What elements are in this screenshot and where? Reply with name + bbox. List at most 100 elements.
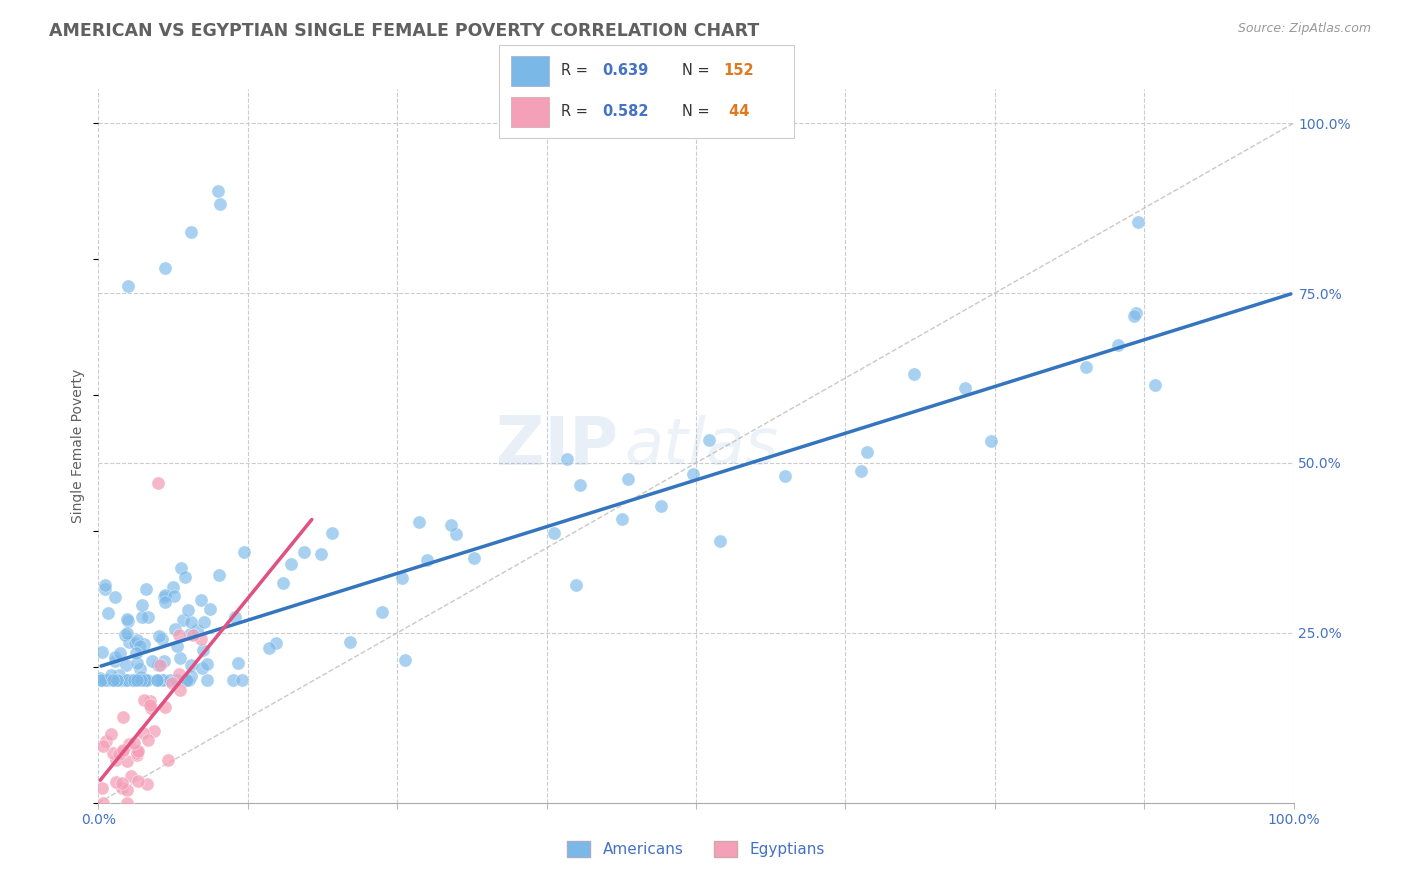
Point	[124, 736, 146, 750]
Point	[463, 551, 485, 566]
Point	[153, 588, 176, 602]
Point	[136, 610, 159, 624]
Point	[1126, 215, 1149, 229]
Point	[115, 673, 138, 688]
Point	[565, 578, 588, 592]
Point	[107, 747, 129, 761]
Point	[167, 628, 190, 642]
Point	[1122, 309, 1144, 323]
Point	[773, 469, 796, 483]
Text: 0.639: 0.639	[603, 62, 648, 78]
Point	[200, 602, 222, 616]
Point	[101, 746, 124, 760]
Point	[91, 673, 114, 688]
Point	[111, 780, 134, 795]
Text: 0.582: 0.582	[603, 104, 650, 119]
Point	[146, 673, 169, 688]
Text: ZIP: ZIP	[496, 413, 619, 479]
Point	[163, 589, 186, 603]
Point	[127, 747, 149, 762]
Point	[141, 654, 163, 668]
Point	[127, 744, 149, 758]
Point	[104, 655, 127, 669]
Point	[152, 673, 174, 688]
Point	[117, 615, 139, 629]
Point	[112, 742, 135, 756]
Point	[125, 656, 148, 670]
Point	[339, 635, 361, 649]
Point	[107, 673, 129, 688]
Point	[169, 651, 191, 665]
Point	[159, 673, 181, 688]
Text: N =: N =	[682, 104, 714, 119]
Point	[292, 545, 315, 559]
Point	[90, 673, 112, 688]
Point	[111, 673, 134, 688]
Point	[172, 613, 194, 627]
Point	[180, 658, 202, 673]
Point	[231, 673, 253, 688]
Point	[100, 667, 122, 681]
Point	[104, 775, 127, 789]
Point	[107, 673, 129, 688]
Point	[127, 747, 149, 761]
Point	[97, 673, 120, 688]
Point	[91, 739, 114, 754]
Point	[444, 526, 467, 541]
Point	[105, 673, 128, 688]
Point	[148, 629, 170, 643]
Point	[224, 610, 246, 624]
Point	[190, 632, 212, 646]
Point	[125, 646, 148, 660]
Point	[150, 673, 173, 688]
Point	[176, 673, 198, 688]
Point	[394, 653, 416, 667]
FancyBboxPatch shape	[499, 45, 794, 138]
Point	[101, 673, 124, 688]
Point	[135, 673, 157, 688]
Point	[169, 682, 191, 697]
Point	[115, 754, 138, 768]
Point	[135, 582, 157, 596]
Point	[543, 525, 565, 540]
Point	[953, 381, 976, 395]
Point	[90, 780, 112, 795]
Point	[162, 580, 184, 594]
Point	[90, 645, 112, 659]
Point	[131, 598, 153, 612]
Point	[1107, 338, 1129, 352]
Point	[153, 699, 176, 714]
Point	[127, 633, 149, 648]
Point	[104, 590, 127, 604]
Text: AMERICAN VS EGYPTIAN SINGLE FEMALE POVERTY CORRELATION CHART: AMERICAN VS EGYPTIAN SINGLE FEMALE POVER…	[49, 22, 759, 40]
Point	[131, 726, 153, 740]
Point	[115, 625, 138, 640]
Point	[114, 628, 136, 642]
Point	[264, 636, 287, 650]
Point	[309, 547, 332, 561]
Point	[157, 753, 180, 767]
Point	[138, 694, 160, 708]
Point	[980, 434, 1002, 449]
Point	[108, 668, 131, 682]
Text: 44: 44	[724, 104, 749, 119]
Point	[440, 518, 463, 533]
Point	[166, 639, 188, 653]
Point	[122, 673, 145, 688]
Point	[163, 622, 186, 636]
Point	[146, 673, 169, 688]
Point	[170, 561, 193, 575]
Point	[129, 639, 152, 653]
Point	[181, 628, 204, 642]
Point	[108, 646, 131, 660]
Point	[155, 261, 177, 276]
Point	[1143, 378, 1166, 392]
Point	[903, 367, 925, 381]
Point	[94, 578, 117, 592]
Point	[1125, 306, 1147, 320]
Point	[136, 733, 159, 747]
Point	[179, 626, 201, 640]
Point	[122, 673, 145, 688]
Point	[209, 196, 232, 211]
Point	[127, 773, 149, 788]
